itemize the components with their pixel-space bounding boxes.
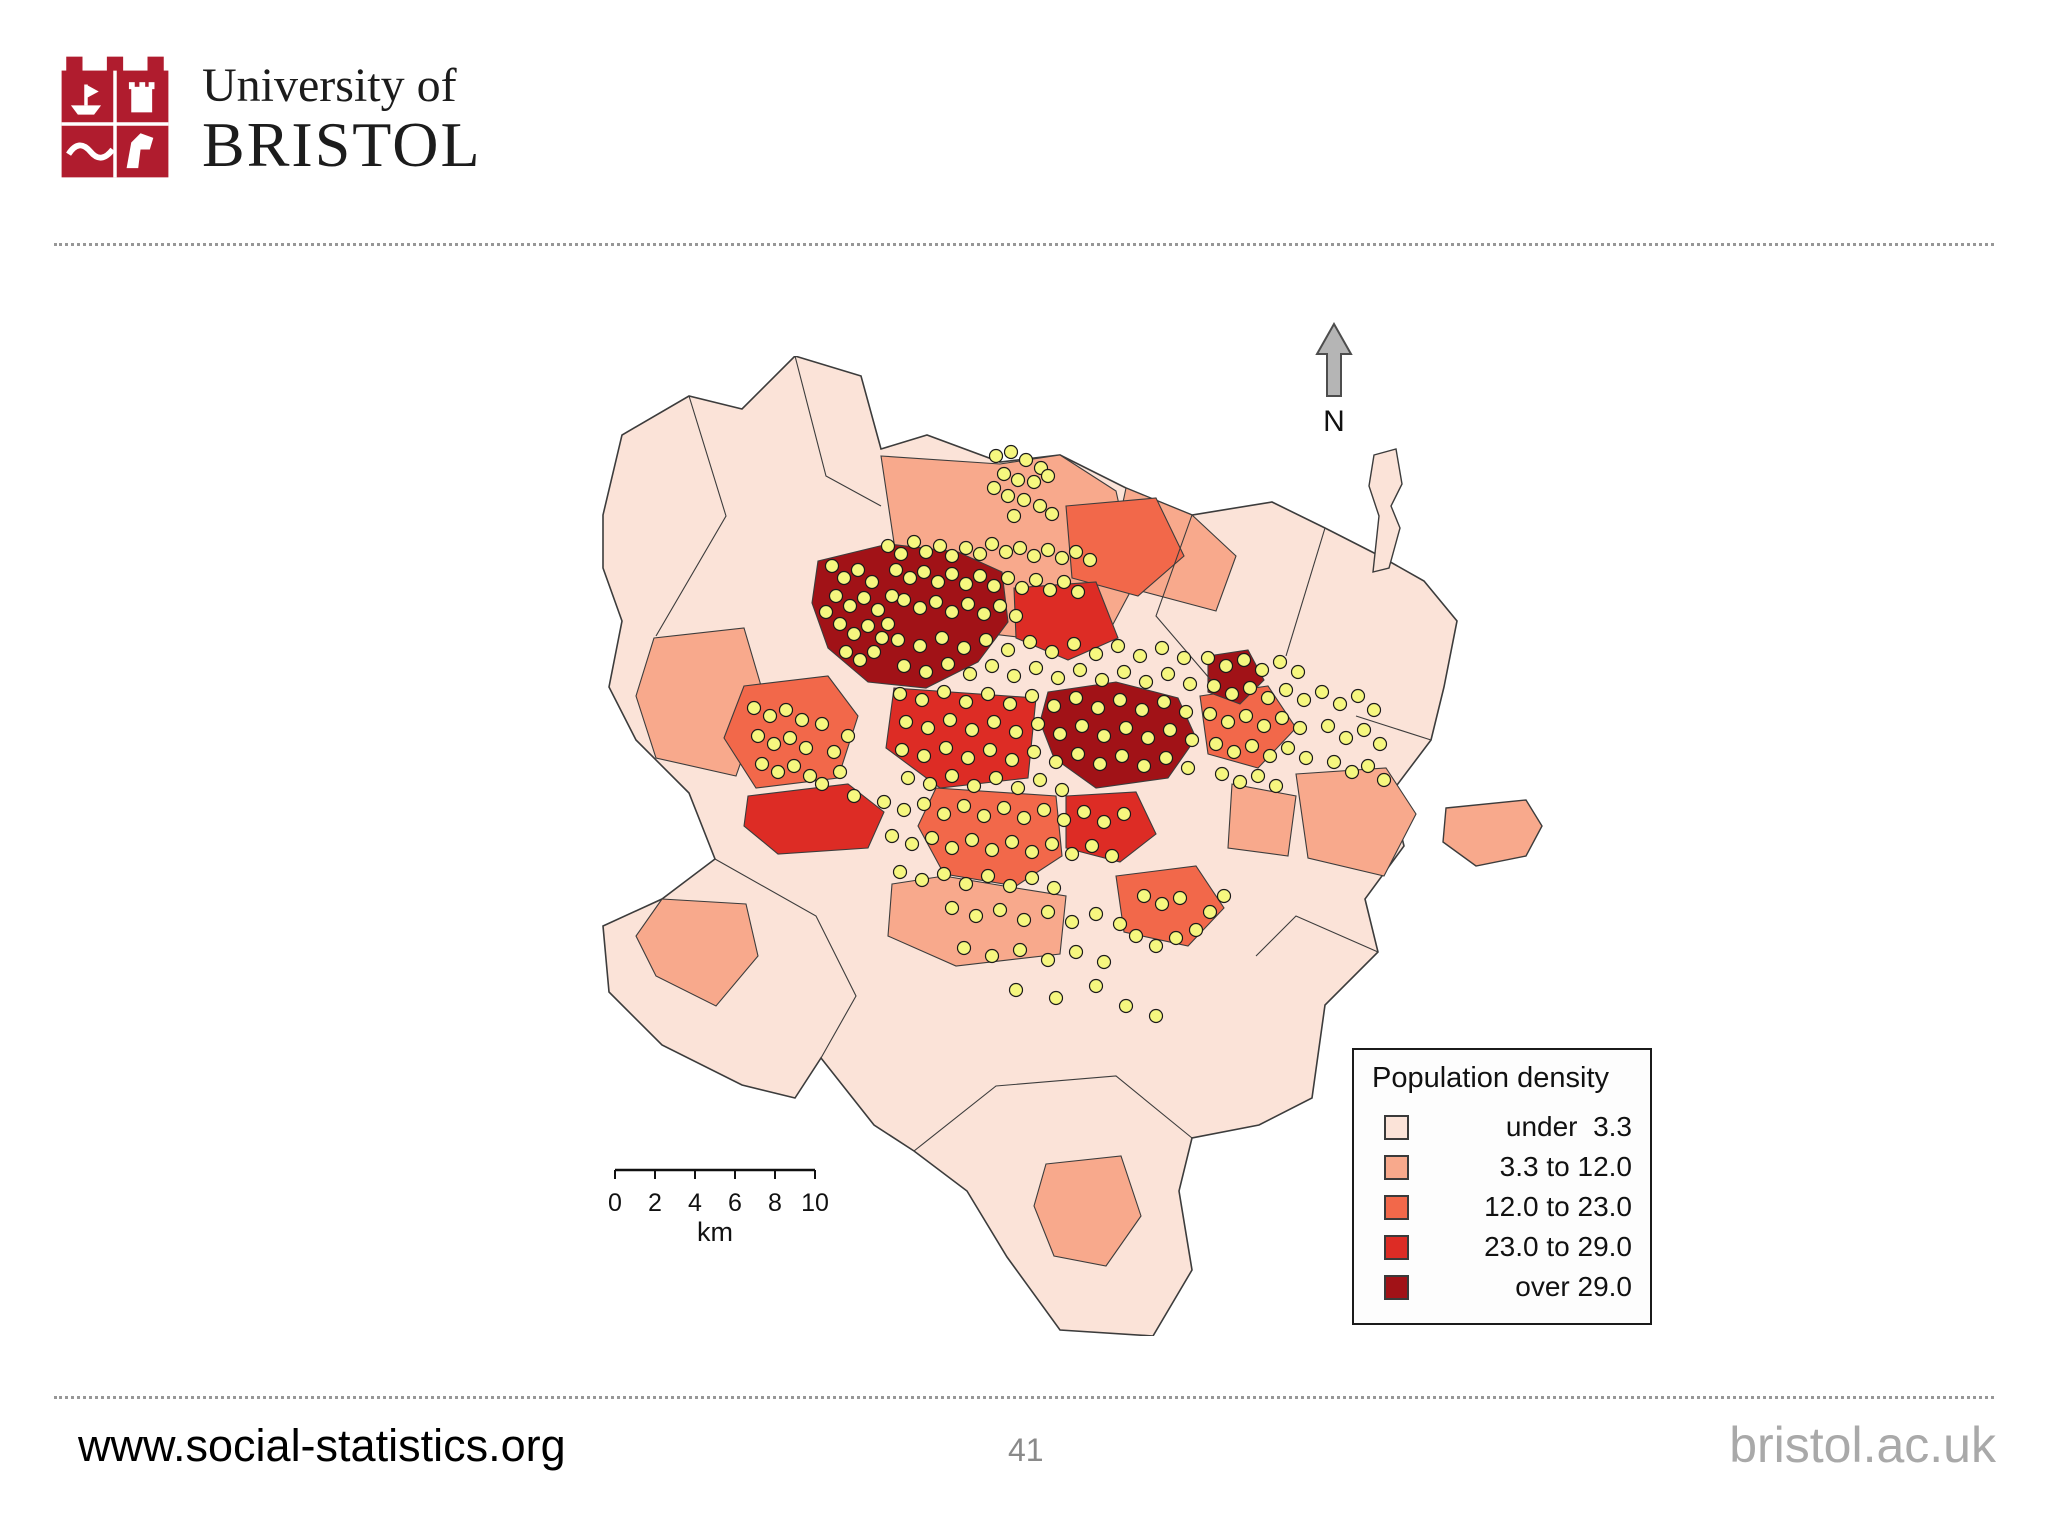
logo-line2: BRISTOL bbox=[202, 108, 482, 180]
header: University of BRISTOL bbox=[56, 52, 482, 182]
legend-label: over 29.0 bbox=[1515, 1271, 1632, 1302]
legend-row: 12.0 to 23.0 bbox=[1372, 1187, 1632, 1227]
university-of-bristol-crest-logo bbox=[61, 56, 169, 178]
district-boundaries bbox=[655, 356, 1432, 1152]
point-dots bbox=[746, 444, 1392, 1024]
scale-tick-label: 8 bbox=[768, 1189, 782, 1217]
legend-swatch bbox=[1384, 1234, 1409, 1260]
legend-row: under 3.3 bbox=[1372, 1107, 1632, 1147]
scale-tick-label: 10 bbox=[801, 1189, 829, 1217]
legend-label: 23.0 to 29.0 bbox=[1484, 1231, 1632, 1262]
scale-bar-line bbox=[614, 1168, 816, 1179]
legend-label: under 3.3 bbox=[1505, 1111, 1632, 1142]
scale-tick-label: 6 bbox=[728, 1189, 742, 1217]
scale-tick-label: 2 bbox=[648, 1189, 662, 1217]
legend-swatch bbox=[1384, 1194, 1409, 1220]
legend-swatch bbox=[1384, 1154, 1409, 1180]
legend-label: 3.3 to 12.0 bbox=[1499, 1151, 1632, 1182]
detached-region-north bbox=[1368, 448, 1403, 573]
scale-tick-label: 0 bbox=[608, 1189, 622, 1217]
footer-site: bristol.ac.uk bbox=[1729, 1417, 1996, 1473]
legend-swatch bbox=[1384, 1114, 1409, 1140]
logo-text: University of BRISTOL bbox=[202, 52, 482, 177]
legend-row: 3.3 to 12.0 bbox=[1372, 1147, 1632, 1187]
scale-bar-unit: km bbox=[697, 1217, 733, 1247]
legend-title: Population density bbox=[1372, 1062, 1609, 1094]
page-number: 41 bbox=[1008, 1432, 1044, 1468]
detached-region-east bbox=[1442, 799, 1543, 867]
legend-label: 12.0 to 23.0 bbox=[1484, 1191, 1632, 1222]
north-label: N bbox=[1323, 405, 1345, 438]
legend-row: over 29.0 bbox=[1372, 1267, 1632, 1307]
logo-line1: University of bbox=[202, 59, 457, 112]
scale-tick-label: 4 bbox=[688, 1189, 702, 1217]
legend-swatch bbox=[1384, 1274, 1409, 1300]
choropleth-map bbox=[602, 356, 1543, 1336]
legend: Population density under 3.3 3.3 to 12.0… bbox=[1352, 1048, 1652, 1325]
scale-bar-labels: 0 2 4 6 8 10 bbox=[608, 1189, 829, 1219]
bottom-divider bbox=[54, 1396, 1994, 1399]
footer-url: www.social-statistics.org bbox=[78, 1420, 566, 1471]
top-divider bbox=[54, 243, 1994, 246]
north-arrow: N bbox=[1302, 321, 1366, 439]
north-arrow-icon bbox=[1315, 321, 1353, 397]
legend-row: 23.0 to 29.0 bbox=[1372, 1227, 1632, 1267]
scale-bar: 0 2 4 6 8 10 km bbox=[608, 1166, 829, 1248]
